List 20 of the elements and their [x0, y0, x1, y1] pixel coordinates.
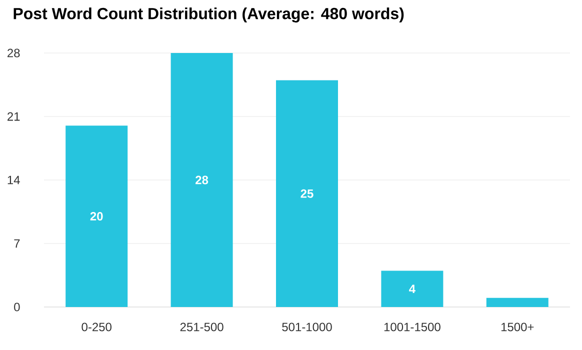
bar [276, 80, 338, 307]
x-tick-label: 501-1000 [282, 322, 332, 332]
data-label: 4 [409, 284, 416, 293]
y-tick-label: 14 [8, 176, 20, 184]
data-label: 20 [90, 212, 103, 221]
data-label: 28 [196, 176, 208, 184]
data-label: 25 [300, 189, 314, 198]
x-tick-label: 1500+ [501, 322, 534, 332]
y-tick-label: 28 [8, 48, 20, 58]
x-tick-label: 0-250 [82, 322, 112, 332]
bar [170, 53, 233, 307]
bar [486, 298, 548, 307]
y-tick-label: 7 [14, 239, 20, 248]
y-tick-label: 21 [8, 112, 20, 121]
bar [381, 270, 444, 307]
y-tick-label: 0 [14, 302, 20, 312]
x-tick-label: 251-500 [180, 322, 224, 332]
x-tick-label: 1001-1500 [384, 322, 440, 332]
chart-title: Post Word Count Distribution (Average: 480 words) [14, 8, 404, 22]
bar [66, 126, 128, 307]
